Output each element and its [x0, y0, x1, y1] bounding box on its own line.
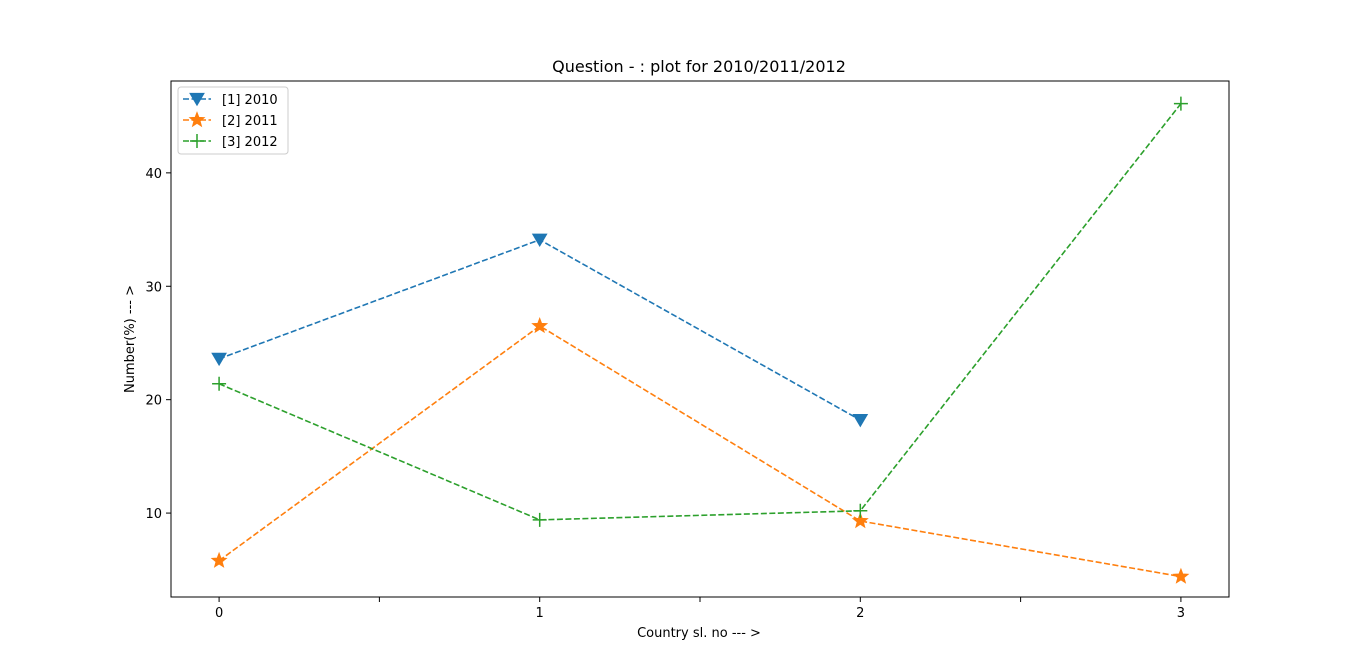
data-point: [532, 512, 547, 527]
y-tick-label: 10: [145, 507, 162, 522]
y-tick-label: 40: [145, 167, 162, 182]
legend: [1] 2010 [2] 2011 [3] 2012: [177, 86, 289, 155]
data-point: [531, 233, 548, 248]
legend-frame: [177, 86, 289, 155]
series-line: [218, 324, 1182, 578]
x-tick-label: 3: [1177, 606, 1185, 621]
x-axis-label: Country sl. no --- >: [637, 626, 761, 641]
x-tick-label: 1: [536, 606, 544, 621]
legend-marker: [188, 111, 206, 128]
data-point: [852, 413, 869, 428]
data-point: [531, 317, 549, 334]
x-tick-label: 2: [856, 606, 864, 621]
data-point: [851, 512, 869, 529]
legend-label: [1] 2010: [222, 93, 278, 108]
data-point: [1172, 567, 1190, 584]
x-tick-label: 0: [215, 606, 223, 621]
series-2: [212, 96, 1188, 527]
y-tick-label: 20: [145, 394, 162, 409]
data-point: [211, 352, 227, 367]
legend-marker: [189, 92, 205, 107]
series-line: [218, 103, 1182, 521]
plot-area: 0 1 2 3 10 20 30 40: [145, 80, 1230, 621]
y-axis-label: Number(%) --- >: [123, 285, 138, 393]
legend-label: [3] 2012: [222, 135, 278, 150]
data-point: [853, 503, 868, 518]
data-point: [212, 376, 227, 391]
legend-entry: [2] 2011: [183, 111, 278, 129]
legend-entry: [1] 2010: [183, 92, 278, 108]
legend-label: [2] 2011: [222, 114, 278, 129]
chart-title: Question - : plot for 2010/2011/2012: [552, 57, 846, 76]
series-0: [211, 233, 869, 428]
legend-marker: [190, 134, 204, 148]
data-point: [1173, 96, 1188, 111]
legend-entry: [3] 2012: [183, 134, 278, 150]
series-1: [210, 317, 1190, 584]
data-point: [210, 551, 228, 568]
y-tick-label: 30: [145, 280, 162, 295]
